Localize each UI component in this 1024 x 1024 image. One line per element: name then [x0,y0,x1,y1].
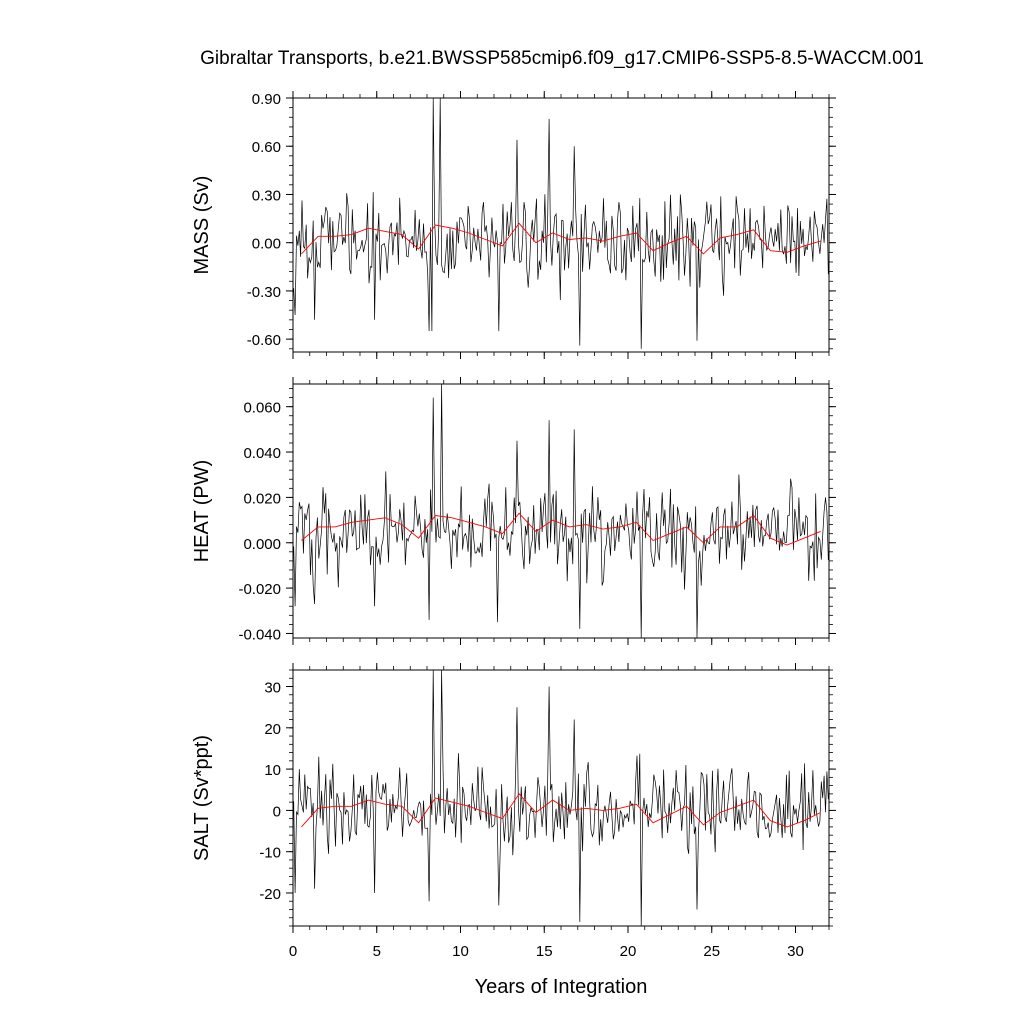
y-axis-label: SALT (Sv*ppt) [191,735,213,861]
y-tick-label: 10 [264,762,281,779]
annual-mean-series-line [301,512,821,546]
panel-1: 0.90 0.60 0.30 0.00 -0.30 -0.60 MASS (Sv) [191,91,836,359]
y-tick-label: 0.30 [252,187,281,204]
y-tick-label: 0.60 [252,139,281,156]
monthly-series-line [293,670,829,926]
x-tick-label: 20 [620,943,637,960]
plot-frame [292,669,830,927]
x-tick-label: 0 [289,943,297,960]
y-tick-label: 0.020 [243,490,281,507]
y-tick-label: 20 [264,721,281,738]
x-tick-label: 30 [787,943,804,960]
y-tick-label: 0.000 [243,536,281,553]
y-tick-label: 0.040 [243,445,281,462]
x-tick-label: 5 [373,943,381,960]
annual-mean-series-line [301,222,821,255]
monthly-series-line [293,384,829,638]
x-tick-label: 10 [452,943,469,960]
annual-mean-series-line [301,793,821,828]
y-tick-label: -0.30 [247,284,281,301]
x-tick-label: 15 [536,943,553,960]
panel-2: 0.060 0.040 0.020 0.000 -0.020 -0.040 HEAT (PW… [191,377,836,645]
x-axis-label: Years of Integration [474,976,648,998]
y-tick-label: 0.060 [243,400,281,417]
y-tick-label: -20 [259,886,281,903]
panel-3: 30 20 10 0 -10 -20 0 5 10 15 20 25 30 SALT (Sv*ppt) [191,663,836,960]
y-tick-label: 0.90 [252,91,281,108]
y-tick-label: -0.020 [238,581,281,598]
y-tick-label: 0.00 [252,236,281,253]
y-axis-label: MASS (Sv) [191,176,213,275]
figure-title: Gibraltar Transports, b.e21.BWSSP585cmip… [200,48,924,69]
y-tick-label: -0.60 [247,332,281,349]
y-axis-label: HEAT (PW) [191,460,213,563]
y-tick-label: -10 [259,845,281,862]
x-tick-label: 25 [703,943,720,960]
y-tick-label: -0.040 [238,626,281,643]
y-tick-label: 30 [264,680,281,697]
y-tick-label: 0 [273,803,281,820]
monthly-series-line [293,98,829,349]
plot-frame [292,383,830,639]
